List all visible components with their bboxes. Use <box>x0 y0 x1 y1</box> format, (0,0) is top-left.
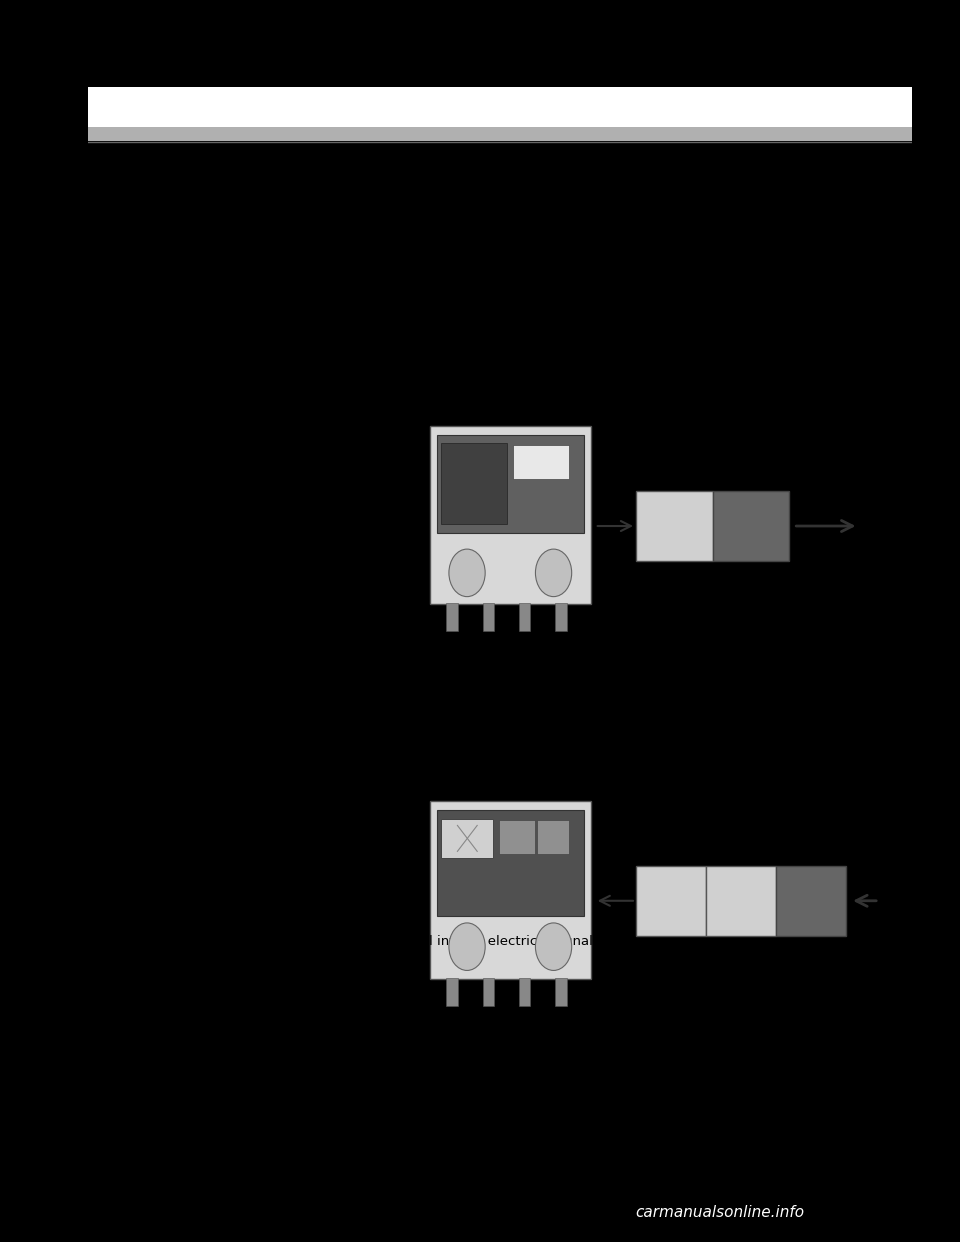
Text: properties of the transmitter and receiver enable optical wake-up by the MOST bu: properties of the transmitter and receiv… <box>107 364 666 376</box>
Text: Driver: Driver <box>654 519 695 533</box>
Text: Optical Receiver: Optical Receiver <box>107 779 228 792</box>
Text: LED: LED <box>798 894 825 907</box>
Text: 43-07-30: 43-07-30 <box>763 1025 813 1035</box>
Bar <box>519 604 531 631</box>
Text: Transmitter: Transmitter <box>486 401 572 415</box>
Bar <box>430 426 590 605</box>
Text: A driver is fitted in the transmitter. The: A driver is fitted in the transmitter. T… <box>107 428 368 441</box>
Bar <box>442 820 493 858</box>
Bar <box>441 443 507 524</box>
Text: tional buffer is required, yet another reason why this bus system is so efficien: tional buffer is required, yet another r… <box>107 704 698 717</box>
Text: 43-07-31: 43-07-31 <box>763 650 813 660</box>
Text: •   A pre-amplifier: • A pre-amplifier <box>118 883 238 895</box>
Text: carmanualsonline.info: carmanualsonline.info <box>636 1205 804 1220</box>
Bar <box>498 820 536 854</box>
Text: Light: Light <box>862 519 899 533</box>
Text: Receiver: Receiver <box>464 776 528 789</box>
Bar <box>446 977 458 1006</box>
Circle shape <box>449 923 485 970</box>
Text: The LED transmits light signals on the: The LED transmits light signals on the <box>107 514 360 528</box>
Text: Pre-
Amp.: Pre- Amp. <box>726 891 756 912</box>
Bar <box>636 866 706 936</box>
Bar <box>483 977 494 1006</box>
Text: media.: media. <box>107 725 152 738</box>
Text: Optical Transmitter: Optical Transmitter <box>107 405 251 417</box>
Text: The sensing frequency on a CD player and for audio is 44.1 MHz; this means than : The sensing frequency on a CD player and… <box>107 682 710 696</box>
Text: VCC: VCC <box>445 1010 459 1015</box>
Text: DATA: DATA <box>444 635 461 641</box>
Text: bus requires the following converter components:: bus requires the following converter com… <box>107 224 440 236</box>
Text: light).   The repeat frequency is 44.1: light). The repeat frequency is 44.1 <box>107 558 350 571</box>
Circle shape <box>449 549 485 596</box>
Text: diode).: diode). <box>107 472 153 484</box>
Text: The receiver contains a diode that converts the optical signal into an electrica: The receiver contains a diode that conve… <box>107 1066 712 1078</box>
Bar <box>446 604 458 631</box>
Text: MOST bus.  The receiver consists of:: MOST bus. The receiver consists of: <box>107 825 348 837</box>
Bar <box>537 820 569 854</box>
Text: •   Optical receiver: • Optical receiver <box>118 282 245 296</box>
Bar <box>483 604 494 631</box>
Text: LED: LED <box>737 519 764 533</box>
Text: •   An interface that converts the optical signal into an electrical signal: • An interface that converts the optical… <box>118 935 593 948</box>
Bar <box>88 127 912 142</box>
Text: Each control unit of the MOST framework contains a transmitter and a receiver.  : Each control unit of the MOST framework … <box>107 320 713 333</box>
Bar <box>514 445 569 479</box>
Text: GND: GND <box>481 1010 496 1015</box>
Text: mitter and receiver have been developed by BMW.  The low closed circuit (rest) c: mitter and receiver have been developed … <box>107 342 691 355</box>
Text: MHz.: MHz. <box>107 580 138 592</box>
Text: (Repair cables are black in color).   The light wavelength is 650 nm (red light): (Repair cables are black in color). The … <box>107 201 708 215</box>
Text: STATUS: STATUS <box>512 1010 538 1015</box>
Bar <box>437 435 584 533</box>
Text: VCC: VCC <box>517 635 532 641</box>
Circle shape <box>536 549 572 596</box>
Text: GND: GND <box>481 635 496 641</box>
Text: MOST Bus Diagnosis: MOST Bus Diagnosis <box>107 1158 206 1167</box>
Bar <box>519 977 531 1006</box>
Text: 6: 6 <box>107 1148 114 1160</box>
Text: signal is amplified and further processed at the MOST network interface.: signal is amplified and further processe… <box>107 1087 592 1100</box>
Circle shape <box>536 923 572 970</box>
Bar <box>636 491 712 561</box>
Text: MOST bus (650 nm light, i.e. red visible: MOST bus (650 nm light, i.e. red visible <box>107 537 369 549</box>
Text: Light: Light <box>846 856 881 868</box>
Bar <box>706 866 776 936</box>
Bar <box>555 604 566 631</box>
Text: •   Optical transmitter: • Optical transmitter <box>118 261 266 274</box>
Bar <box>776 866 846 936</box>
Text: DATA: DATA <box>552 1010 570 1015</box>
Text: Optical Bus: Optical Bus <box>107 154 191 166</box>
Bar <box>712 491 789 561</box>
Text: Wake
-up: Wake -up <box>655 891 687 912</box>
Bar <box>88 87 912 127</box>
Text: driver energizes an LED (light-emitting: driver energizes an LED (light-emitting <box>107 450 365 463</box>
Text: •   An LED: • An LED <box>118 857 186 871</box>
Text: •   A wake-up circuit: • A wake-up circuit <box>118 909 254 922</box>
Bar <box>555 977 566 1006</box>
Text: RES: RES <box>554 635 567 641</box>
Bar <box>430 801 590 979</box>
Bar <box>437 810 584 917</box>
Text: The MOST bus is a plastic optical waveguide.  The MOST bus is coded in green in : The MOST bus is a plastic optical wavegu… <box>107 180 703 193</box>
Text: The receiver receives the data from the: The receiver receives the data from the <box>107 804 372 816</box>
